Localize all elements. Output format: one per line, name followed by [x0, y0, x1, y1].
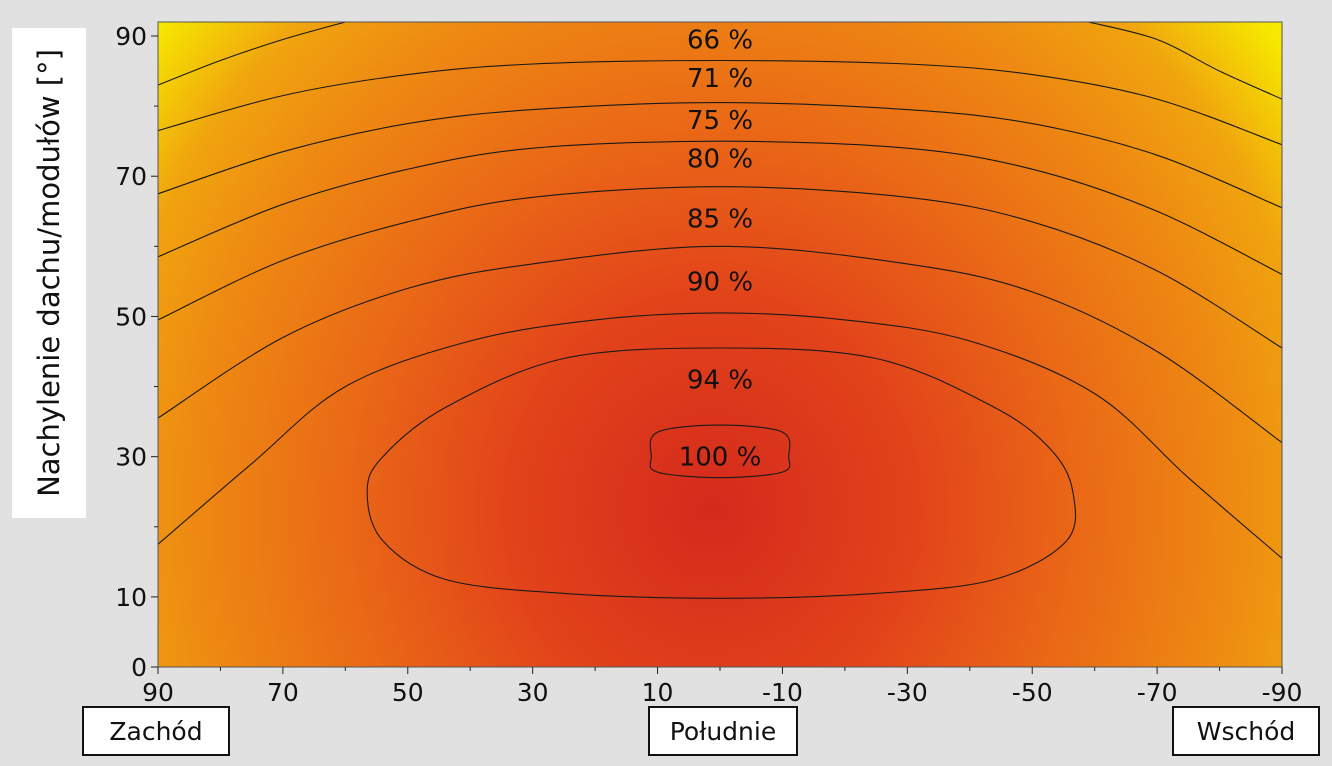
- x-tick-label: -90: [1262, 678, 1303, 707]
- heatmap-area: [158, 22, 1282, 667]
- south-label: Południe: [648, 706, 798, 756]
- contour-lines: [158, 22, 1282, 599]
- y-tick-label: 90: [115, 22, 147, 51]
- y-axis-label: Nachylenie dachu/modułów [°]: [32, 49, 66, 497]
- contour-line: [649, 424, 791, 479]
- x-tick-label: -70: [1137, 678, 1178, 707]
- contour-labels: 66 % 71 % 75 % 80 % 85 % 90 % 94 % 100 %: [679, 26, 762, 473]
- x-tick-label: 70: [267, 678, 299, 707]
- x-tick-label: 90: [142, 678, 174, 707]
- contour-line: [158, 59, 1282, 146]
- x-tick-label: -10: [762, 678, 803, 707]
- contour-line: [158, 312, 1282, 559]
- contour-label: 94 %: [687, 366, 753, 396]
- y-tick-label: 10: [115, 583, 147, 612]
- y-tick-label: 0: [131, 653, 147, 682]
- west-label: Zachód: [82, 706, 230, 756]
- contour-label: 100 %: [679, 443, 762, 473]
- y-tick-label: 30: [115, 443, 147, 472]
- contour-line: [158, 102, 1282, 209]
- contour-line: [158, 22, 346, 86]
- x-tick-label: -30: [887, 678, 928, 707]
- contour-line: [158, 186, 1282, 349]
- contour-line: [1088, 22, 1282, 100]
- contour-label: 90 %: [687, 267, 753, 297]
- contour-label: 80 %: [687, 145, 753, 175]
- contour-line: [366, 347, 1077, 599]
- contour-line: [158, 140, 1282, 275]
- contour-label: 85 %: [687, 204, 753, 234]
- axes: 0 10 30 50 70 90 90 70 50 30 10 -10 -30 -50 -70 -90: [115, 22, 1302, 707]
- contour-line: [158, 245, 1282, 444]
- x-tick-label: 30: [517, 678, 549, 707]
- x-tick-label: 10: [642, 678, 674, 707]
- y-tick-label: 70: [115, 162, 147, 191]
- x-tick-label: 50: [392, 678, 424, 707]
- contour-label: 71 %: [687, 64, 753, 94]
- y-axis-label-box: [12, 28, 86, 518]
- east-label: Wschód: [1172, 706, 1320, 756]
- contour-label: 66 %: [687, 26, 753, 56]
- x-tick-label: -50: [1012, 678, 1053, 707]
- y-tick-label: 50: [115, 302, 147, 331]
- contour-label: 75 %: [687, 106, 753, 136]
